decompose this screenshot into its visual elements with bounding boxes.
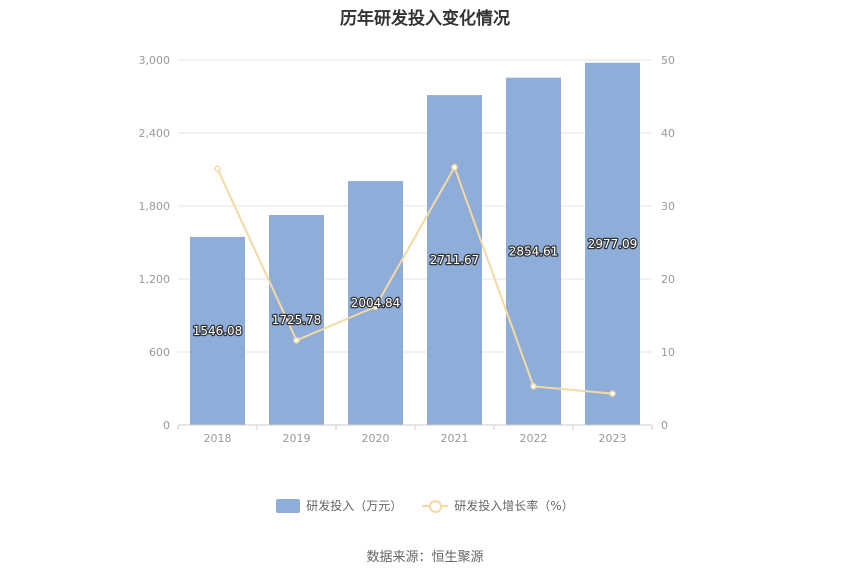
- y-left-tick-label: 600: [149, 346, 170, 359]
- growth-rate-point: [293, 337, 300, 344]
- bar: [190, 236, 245, 425]
- x-tick-label: 2020: [362, 432, 390, 445]
- legend-bar-label: 研发投入（万元）: [306, 499, 403, 513]
- axes: 0 0 600 10 1,200 20 1,800 30 2,400 40 3,000 50 2018 2…: [139, 54, 676, 445]
- grid-lines: [178, 59, 652, 353]
- y-right-tick-label: 30: [661, 200, 675, 213]
- legend: 研发投入（万元） 研发投入增长率（%）: [0, 497, 850, 514]
- y-right-tick-label: 40: [661, 127, 675, 140]
- bar-value-label: 1725.78: [272, 313, 322, 327]
- growth-rate-point: [214, 165, 221, 173]
- bar-series: [190, 62, 640, 426]
- bar-value-label: 2854.61: [509, 244, 559, 258]
- y-left-tick-label: 3,000: [139, 54, 171, 67]
- x-tick-label: 2021: [441, 432, 469, 445]
- chart-title: 历年研发投入变化情况: [340, 9, 510, 29]
- legend-item-bar[interactable]: 研发投入（万元）: [276, 497, 402, 514]
- x-tick-label: 2018: [204, 432, 232, 445]
- y-right-tick-label: 50: [661, 54, 675, 67]
- growth-rate-point: [451, 164, 458, 171]
- line-series: [214, 164, 616, 397]
- x-tick-label: 2022: [520, 432, 548, 445]
- growth-rate-line: [216, 164, 613, 395]
- legend-item-line[interactable]: 研发投入增长率（%）: [422, 497, 574, 514]
- legend-line-label: 研发投入增长率（%）: [454, 499, 574, 513]
- bar-data-labels: 1546.08 1725.78 2004.84 2711.67 2854.61 2977.…: [191, 236, 638, 340]
- y-left-tick-label: 0: [163, 419, 170, 432]
- legend-line-swatch: [422, 499, 449, 513]
- bar-value-label: 2004.84: [351, 296, 401, 310]
- bar: [348, 181, 403, 425]
- y-left-tick-label: 1,200: [139, 273, 171, 286]
- bar: [506, 77, 561, 425]
- growth-rate-point: [609, 390, 616, 397]
- chart-svg: 0 0 600 10 1,200 20 1,800 30 2,400 40 3,000 50 2018 2…: [139, 54, 676, 445]
- bar: [427, 95, 482, 426]
- x-tick-label: 2019: [283, 432, 311, 445]
- y-right-tick-label: 0: [661, 419, 668, 432]
- bar-value-label: 1546.08: [193, 324, 243, 338]
- x-tick-label: 2023: [599, 432, 627, 445]
- bar-value-label: 2977.09: [588, 237, 638, 251]
- growth-rate-point: [372, 303, 379, 310]
- y-right-tick-label: 10: [661, 346, 675, 359]
- source-note: 数据来源：恒生聚源: [366, 550, 484, 565]
- bar: [269, 215, 324, 425]
- y-right-tick-label: 20: [661, 273, 675, 286]
- y-left-tick-label: 1,800: [139, 200, 171, 213]
- bar: [585, 62, 640, 425]
- y-left-tick-label: 2,400: [139, 127, 171, 140]
- legend-bar-swatch: [276, 498, 301, 513]
- bar-value-label: 2711.67: [430, 253, 480, 267]
- growth-rate-point: [530, 383, 537, 390]
